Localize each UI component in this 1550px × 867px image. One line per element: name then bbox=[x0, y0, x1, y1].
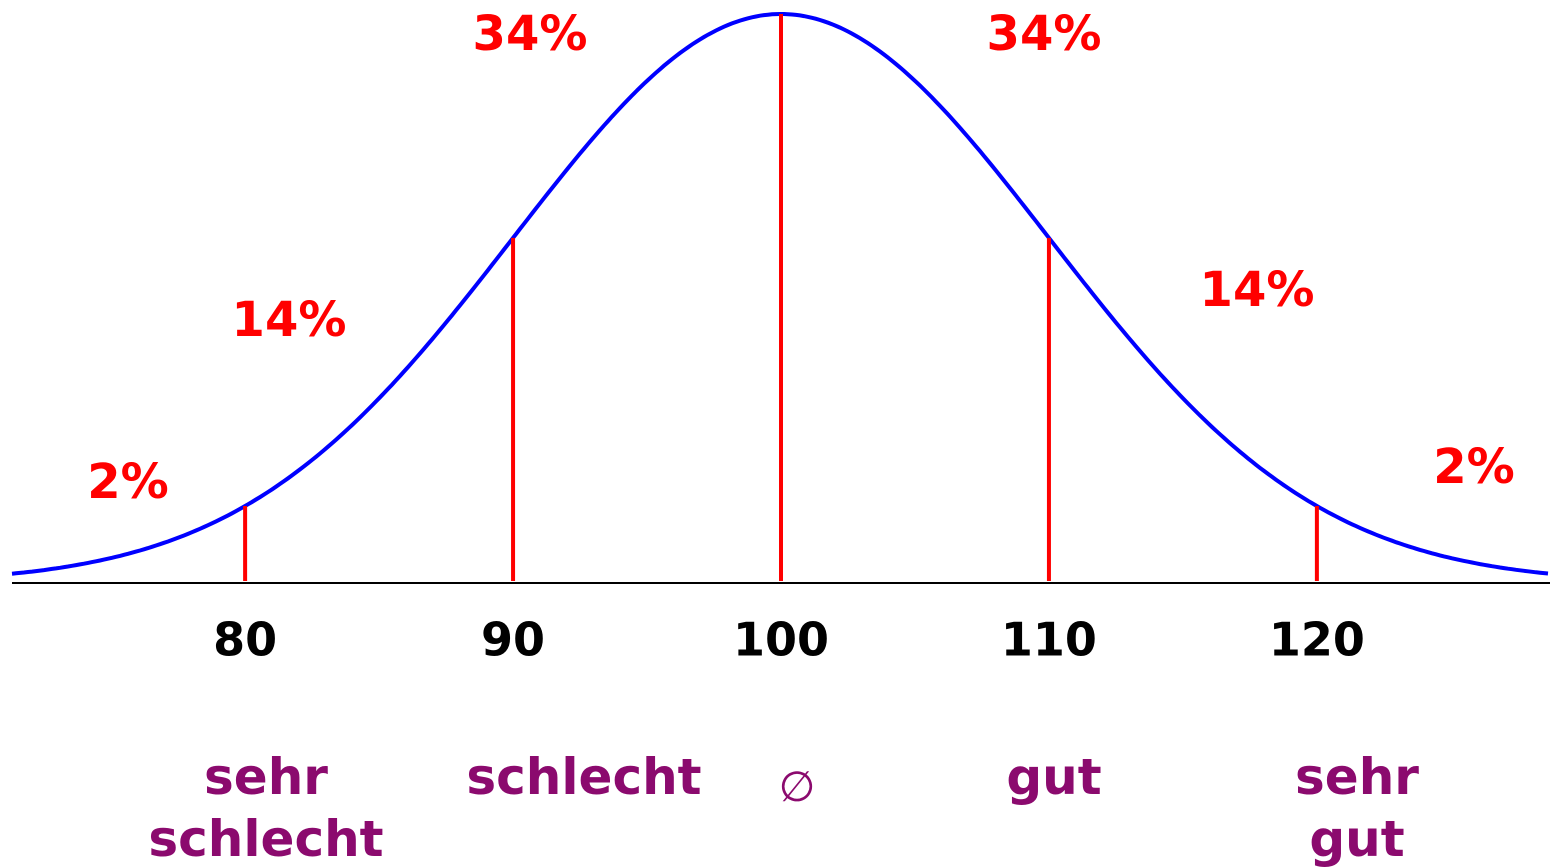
percent-label: 14% bbox=[1200, 262, 1315, 318]
category-label: schlecht bbox=[466, 748, 702, 806]
percent-label: 2% bbox=[1433, 439, 1515, 495]
x-tick-label: 100 bbox=[733, 613, 829, 667]
category-label: gut bbox=[1006, 748, 1102, 806]
category-label: ∅ bbox=[778, 762, 816, 811]
category-label: sehr gut bbox=[1295, 748, 1419, 867]
percent-label: 34% bbox=[473, 6, 588, 62]
x-tick-label: 90 bbox=[481, 613, 545, 667]
percent-label: 34% bbox=[987, 6, 1102, 62]
x-tick-label: 110 bbox=[1001, 613, 1097, 667]
percent-label: 2% bbox=[87, 454, 169, 510]
x-tick-label: 120 bbox=[1269, 613, 1365, 667]
percent-label: 14% bbox=[232, 292, 347, 348]
x-tick-label: 80 bbox=[213, 613, 277, 667]
category-label: sehr schlecht bbox=[148, 748, 384, 867]
